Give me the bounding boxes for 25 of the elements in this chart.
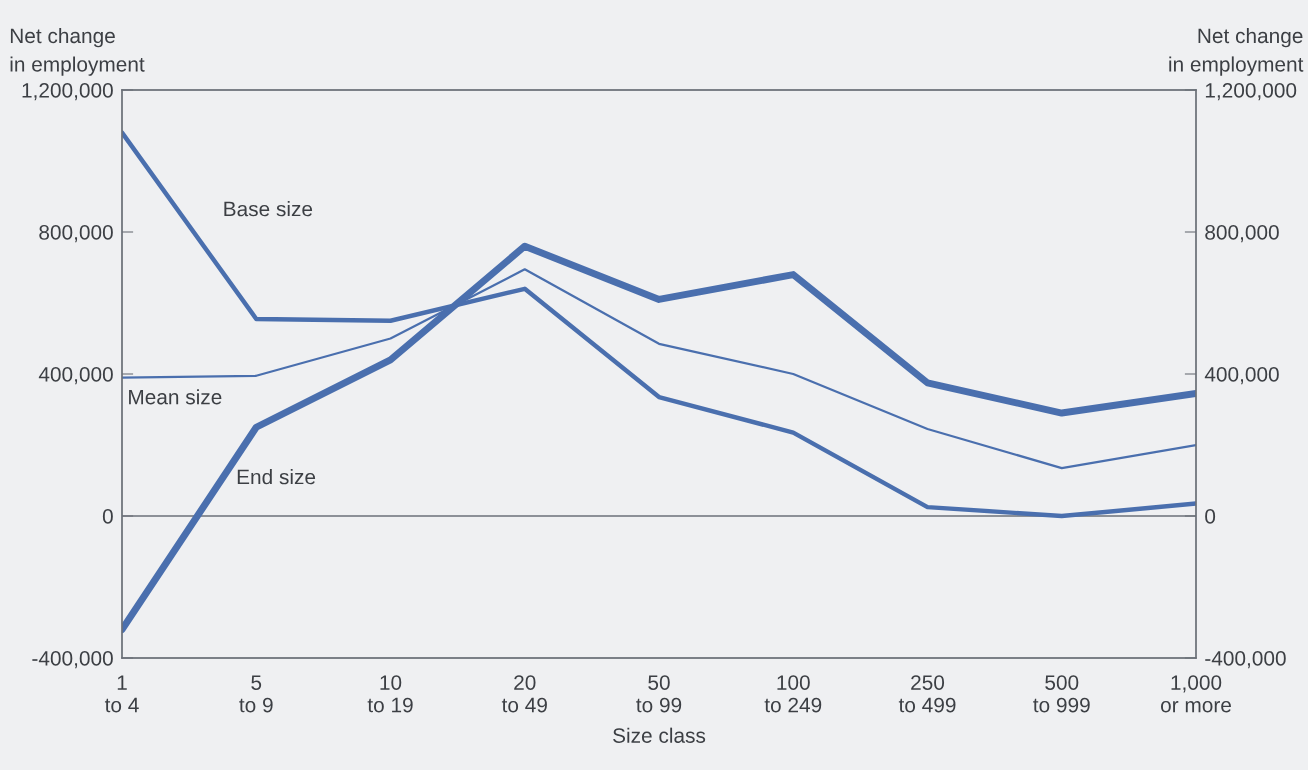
y2-tick-label: -400,000	[1205, 651, 1286, 669]
x-axis-title: Size class	[613, 727, 706, 743]
x-tick-label: 10 to 19	[367, 675, 413, 713]
x-tick-label: 1,000 or more	[1160, 675, 1231, 713]
x-tick-label: 50 to 99	[636, 675, 682, 713]
x-tick-label: 250 to 499	[898, 675, 956, 713]
series-label: Base size	[224, 200, 313, 217]
series-label: Mean size	[129, 389, 222, 405]
y-axis-title: Net change in employment	[10, 27, 145, 76]
y-tick-label: 800,000	[39, 225, 113, 243]
y-tick-label: -400,000	[32, 651, 113, 669]
x-tick-label: 1 to 4	[104, 675, 139, 713]
y2-tick-label: 800,000	[1205, 225, 1279, 243]
y-tick-label: 0	[102, 509, 113, 524]
y2-tick-label: 0	[1205, 509, 1216, 524]
x-tick-label: 500 to 999	[1033, 675, 1090, 713]
y2-tick-label: 400,000	[1204, 367, 1279, 385]
x-tick-label: 20 to 49	[501, 675, 547, 713]
y-tick-label: 400,000	[38, 367, 113, 385]
x-tick-label: 100 to 249	[764, 675, 822, 713]
y-tick-label: 1,200,000	[22, 83, 113, 101]
series-label: End size	[237, 469, 316, 485]
x-tick-label: 5 to 9	[239, 675, 273, 713]
y2-axis-title: Net change in employment	[1169, 27, 1304, 76]
y2-tick-label: 1,200,000	[1205, 83, 1297, 101]
